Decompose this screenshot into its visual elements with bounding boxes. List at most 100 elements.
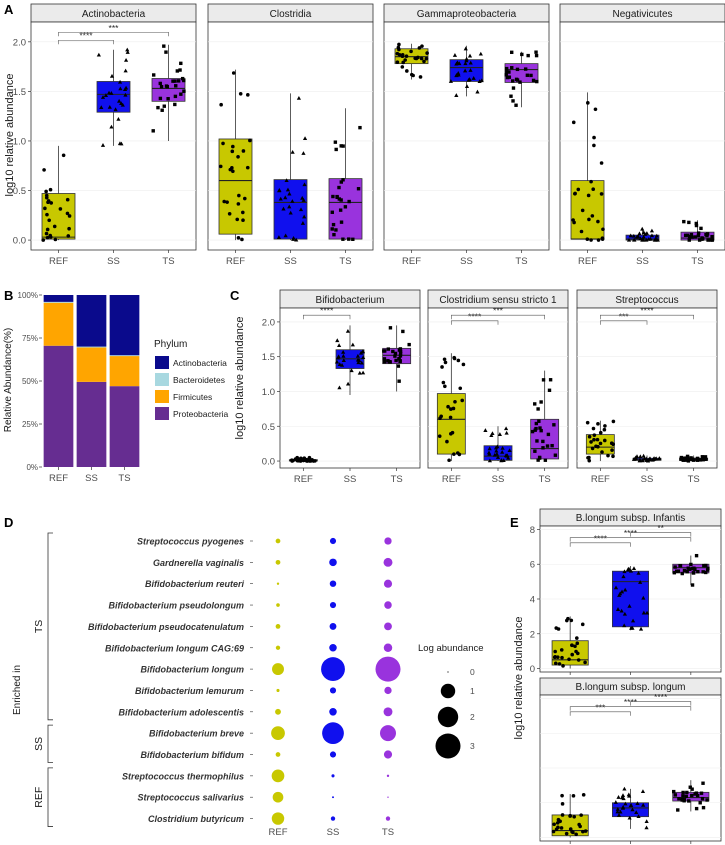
data-point [337, 185, 341, 190]
data-point [694, 553, 699, 558]
data-point [53, 237, 58, 242]
data-point [576, 187, 581, 192]
data-point [290, 150, 295, 154]
data-point [440, 365, 444, 369]
bubble-ss [330, 816, 336, 821]
data-point [654, 233, 659, 238]
legend-title: Log abundance [418, 643, 484, 654]
data-point [682, 219, 686, 224]
data-point [441, 380, 446, 385]
data-point [403, 58, 407, 62]
data-point [696, 233, 701, 238]
data-point [345, 329, 351, 333]
data-point [242, 196, 247, 201]
data-point [630, 625, 635, 630]
data-point [637, 458, 642, 463]
data-point [277, 187, 282, 192]
data-point [107, 104, 112, 109]
data-point [339, 220, 344, 224]
data-point [592, 143, 596, 148]
x-tick-label: SS [107, 256, 120, 267]
panel-b-stacked-bars: 0% 25% 50% 75% 100% REF SS TS Relative Abundance… [3, 291, 229, 484]
x-tick-label: TS [691, 256, 703, 267]
data-point [337, 362, 342, 367]
data-point [180, 76, 185, 81]
significance-bracket [451, 314, 545, 320]
data-point [690, 793, 694, 798]
data-point [611, 454, 615, 459]
data-point [541, 439, 545, 444]
bubble-ref [275, 624, 281, 629]
data-point [641, 237, 646, 242]
data-point [560, 802, 565, 806]
data-point [615, 807, 620, 811]
data-point [595, 437, 600, 442]
x-tick-label: TS [118, 473, 130, 484]
data-point [699, 791, 704, 795]
data-point [586, 193, 591, 198]
data-point [291, 235, 296, 240]
data-point [313, 459, 317, 463]
y-tick-label: 4 [530, 595, 535, 606]
significance-bracket [569, 706, 692, 711]
data-point [221, 141, 225, 146]
data-point [686, 566, 690, 570]
bubble-ref [276, 582, 280, 585]
data-point [567, 657, 571, 662]
data-point [96, 52, 101, 57]
data-point [454, 72, 459, 77]
significance-label: *** [493, 306, 504, 316]
significance-bracket [58, 31, 169, 37]
data-point [687, 238, 691, 242]
data-point [694, 223, 699, 228]
data-point [529, 73, 533, 78]
y-tick-label: 2.0 [13, 37, 26, 48]
data-point [586, 455, 590, 460]
data-point [285, 187, 291, 192]
data-point [649, 233, 655, 238]
data-point [511, 99, 515, 103]
data-point [117, 98, 122, 103]
box-ref [218, 138, 253, 235]
data-point [602, 427, 607, 432]
significance-bracket [600, 314, 694, 320]
data-point [543, 458, 548, 462]
data-point [331, 222, 336, 227]
box-ref [436, 393, 466, 455]
bubble-ss [329, 643, 337, 652]
facet-title: Clostridium sensu stricto 1 [439, 295, 557, 306]
data-point [693, 567, 697, 572]
data-point [236, 202, 241, 206]
data-point [495, 455, 501, 459]
data-point [704, 563, 708, 568]
data-point [123, 85, 129, 90]
x-tick-label: REF [49, 256, 68, 267]
bubble-ts [383, 557, 393, 567]
data-point [640, 789, 646, 793]
data-point [173, 102, 177, 107]
data-point [623, 801, 628, 806]
group-bracket [47, 724, 53, 763]
data-point [628, 803, 633, 808]
legend-label: 2 [470, 712, 475, 722]
significance-bracket [58, 39, 114, 45]
bubble-ts [383, 750, 393, 759]
data-point [240, 237, 244, 242]
data-point [100, 95, 106, 99]
data-point [468, 60, 473, 65]
data-point [598, 441, 603, 446]
data-point [634, 810, 639, 815]
species-label: Bifidobacterium longum CAG:69 [105, 643, 244, 653]
data-point [449, 407, 453, 411]
significance-bracket [569, 542, 631, 547]
data-point [647, 456, 653, 461]
data-point [572, 814, 577, 819]
data-point [409, 49, 413, 54]
data-point [548, 378, 553, 382]
data-point [634, 234, 640, 239]
data-point [360, 349, 366, 354]
data-point [694, 791, 699, 795]
data-point [125, 47, 130, 52]
data-point [673, 793, 678, 797]
data-point [685, 569, 689, 574]
